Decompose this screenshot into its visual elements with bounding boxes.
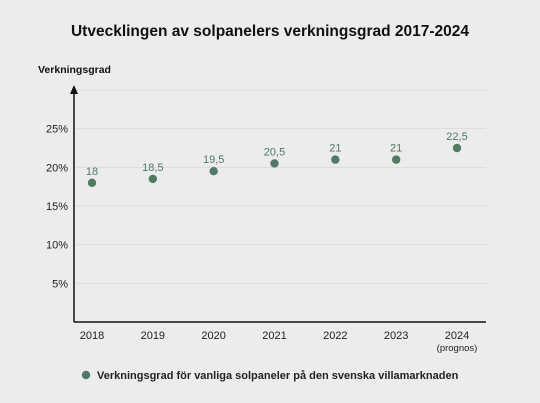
chart-title: Utvecklingen av solpanelers verkningsgra… <box>71 23 469 40</box>
data-label: 18,5 <box>142 162 163 174</box>
legend-label: Verkningsgrad för vanliga solpaneler på … <box>97 370 459 382</box>
x-tick-label: 2020 <box>201 330 225 342</box>
axes <box>70 85 486 323</box>
data-points: 18 18,5 19,5 20,5 21 21 22,5 <box>86 131 468 187</box>
data-label: 18 <box>86 166 98 178</box>
data-point <box>452 143 462 153</box>
y-axis-label: Verkningsgrad <box>38 64 111 76</box>
legend: Verkningsgrad för vanliga solpaneler på … <box>81 370 459 382</box>
x-tick-sublabel: (prognos) <box>437 343 478 354</box>
y-tick-label: 5% <box>52 278 68 290</box>
data-point <box>209 167 218 176</box>
data-point <box>148 174 158 184</box>
data-label: 21 <box>329 143 341 155</box>
x-tick-label: 2024 <box>445 330 469 342</box>
data-point <box>331 155 340 164</box>
data-label: 19,5 <box>203 154 224 166</box>
x-tick-label: 2018 <box>80 330 104 342</box>
x-tick-label: 2019 <box>141 330 165 342</box>
data-label: 22,5 <box>446 131 467 143</box>
legend-marker <box>81 370 91 380</box>
y-tick-labels: 5% 10% 15% 20% 25% <box>46 124 68 291</box>
x-tick-label: 2021 <box>262 330 286 342</box>
data-point <box>87 178 97 187</box>
grid-lines <box>74 89 486 284</box>
y-axis-arrow <box>70 85 78 94</box>
x-tick-labels: 2018 2019 2020 2021 2022 2023 2024(prognos) <box>80 330 478 354</box>
data-point <box>270 159 279 168</box>
x-tick-label: 2022 <box>323 330 347 342</box>
y-tick-label: 25% <box>46 124 68 136</box>
y-tick-label: 15% <box>46 201 68 213</box>
data-label: 20,5 <box>264 146 285 158</box>
data-label: 21 <box>390 143 402 155</box>
y-tick-label: 10% <box>46 240 68 252</box>
x-tick-label: 2023 <box>384 330 408 342</box>
data-point <box>391 155 401 164</box>
y-tick-label: 20% <box>46 162 68 174</box>
